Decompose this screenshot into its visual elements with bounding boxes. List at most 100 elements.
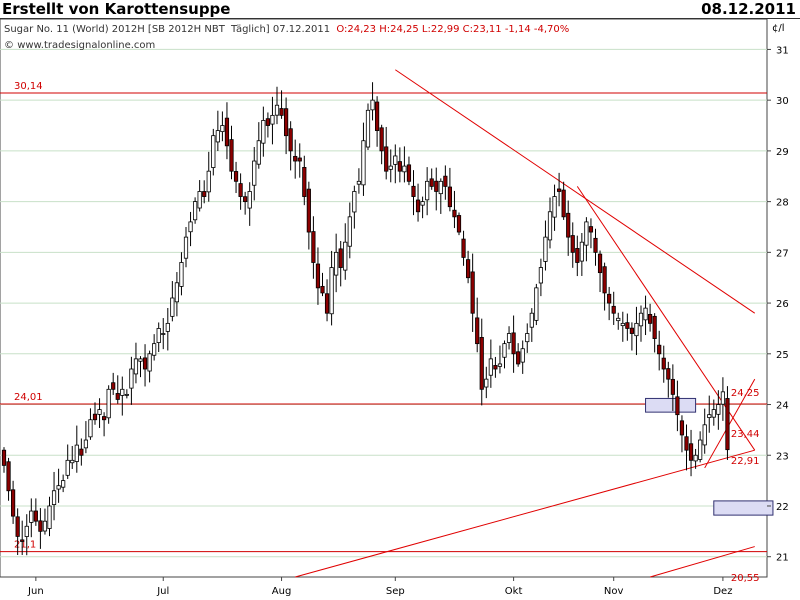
candle-body bbox=[315, 263, 321, 289]
level-lines: 30,14 24,01 21,1 bbox=[0, 81, 767, 553]
candle-body bbox=[379, 127, 384, 152]
candle-body bbox=[224, 117, 230, 147]
candle-body bbox=[679, 420, 685, 436]
trend-line bbox=[576, 186, 756, 451]
candle-body bbox=[693, 454, 698, 462]
candle-body bbox=[502, 343, 507, 358]
candle-body bbox=[138, 358, 143, 362]
y-tick-label: 26 bbox=[776, 299, 789, 310]
y-tick-label: 31 bbox=[776, 45, 789, 56]
candle-body bbox=[597, 253, 603, 274]
candle-body bbox=[20, 539, 25, 542]
candle-body bbox=[365, 109, 371, 148]
candle-body bbox=[302, 167, 307, 197]
candle-body bbox=[625, 322, 630, 329]
candle-body bbox=[56, 485, 61, 490]
candle-body bbox=[402, 165, 407, 173]
candle-body bbox=[397, 161, 402, 172]
y-tick-label: 23 bbox=[776, 451, 789, 462]
candle-body bbox=[661, 357, 666, 370]
trend-line bbox=[704, 378, 756, 469]
candle-body bbox=[334, 251, 339, 276]
candle-body bbox=[211, 135, 216, 168]
candle-body bbox=[152, 343, 157, 356]
candle-body bbox=[675, 396, 680, 416]
candle-body bbox=[47, 505, 52, 529]
candle-body bbox=[293, 155, 298, 162]
candle-body bbox=[547, 211, 553, 241]
plot-area bbox=[0, 19, 768, 578]
candle-body bbox=[156, 328, 161, 343]
candle-body bbox=[698, 439, 703, 460]
candle-body bbox=[238, 183, 243, 197]
highlight-box bbox=[645, 397, 697, 413]
x-tick-label: Okt bbox=[505, 586, 523, 597]
candle-body bbox=[684, 436, 689, 451]
x-tick-label: Aug bbox=[272, 586, 292, 597]
trend-line bbox=[649, 546, 755, 578]
annotations: 24,25 23,44 22,91 20,55 bbox=[731, 388, 760, 584]
candle-body bbox=[274, 104, 280, 116]
candle-body bbox=[261, 120, 266, 144]
candle-body bbox=[461, 238, 466, 258]
candle-body bbox=[243, 196, 248, 203]
candle-body bbox=[179, 262, 184, 287]
price-annotation: 20,55 bbox=[731, 573, 760, 584]
candle-body bbox=[429, 178, 434, 187]
candle-body bbox=[147, 353, 152, 372]
candle-body bbox=[470, 271, 475, 314]
candle-body bbox=[465, 259, 471, 279]
gridlines bbox=[0, 48, 767, 558]
y-tick-label: 27 bbox=[776, 248, 789, 259]
candle-body bbox=[393, 155, 398, 165]
candle-body bbox=[516, 351, 521, 365]
candle-body bbox=[475, 317, 480, 345]
candle-body bbox=[329, 267, 334, 315]
candle-body bbox=[79, 448, 84, 456]
candle-body bbox=[24, 525, 29, 537]
info-line: Sugar No. 11 (World) 2012H [SB 2012H NBT… bbox=[4, 24, 569, 35]
candle-body bbox=[570, 235, 575, 253]
candle-body bbox=[88, 419, 93, 438]
candle-body bbox=[666, 368, 671, 380]
y-tick-label: 29 bbox=[776, 147, 789, 158]
candle-body bbox=[602, 266, 607, 294]
candle-body bbox=[720, 391, 726, 405]
trend-lines bbox=[295, 69, 756, 578]
candle-body bbox=[306, 188, 311, 233]
candle-body bbox=[438, 180, 443, 195]
candle-body bbox=[456, 215, 462, 233]
candle-body bbox=[252, 160, 257, 186]
candle-body bbox=[611, 305, 616, 314]
candle-body bbox=[197, 191, 202, 209]
unit-label: ¢/l bbox=[772, 23, 785, 34]
candle-body bbox=[97, 409, 102, 415]
candle-body bbox=[520, 348, 525, 363]
level-label: 21,1 bbox=[14, 540, 36, 551]
candle-body bbox=[247, 191, 252, 209]
trend-line bbox=[295, 449, 755, 578]
candle-body bbox=[220, 125, 225, 133]
highlight-box bbox=[713, 500, 774, 516]
candle-body bbox=[356, 180, 362, 185]
candle-body bbox=[265, 118, 271, 126]
y-axis: 21 22 23 24 25 26 27 28 29 30 31 bbox=[767, 45, 789, 564]
candle-body bbox=[588, 226, 594, 233]
candlestick-chart: 30,14 24,01 21,1 24,25 23,44 22,91 20,55 21 22… bbox=[0, 19, 789, 597]
candle-body bbox=[484, 378, 489, 388]
candle-body bbox=[297, 157, 302, 162]
candle-body bbox=[415, 199, 421, 213]
y-tick-label: 25 bbox=[776, 350, 789, 361]
candle-body bbox=[233, 171, 239, 182]
candle-body bbox=[65, 459, 70, 476]
candle-body bbox=[497, 363, 503, 367]
candle-body bbox=[552, 196, 557, 218]
candle-body bbox=[174, 282, 179, 303]
candle-body bbox=[657, 344, 662, 355]
candle-body bbox=[593, 237, 598, 253]
candle-body bbox=[411, 185, 416, 197]
source-line: © www.tradesignalonline.com bbox=[4, 40, 155, 51]
candle-body bbox=[561, 189, 566, 218]
price-annotation: 23,44 bbox=[731, 429, 760, 440]
candle-body bbox=[165, 322, 170, 332]
